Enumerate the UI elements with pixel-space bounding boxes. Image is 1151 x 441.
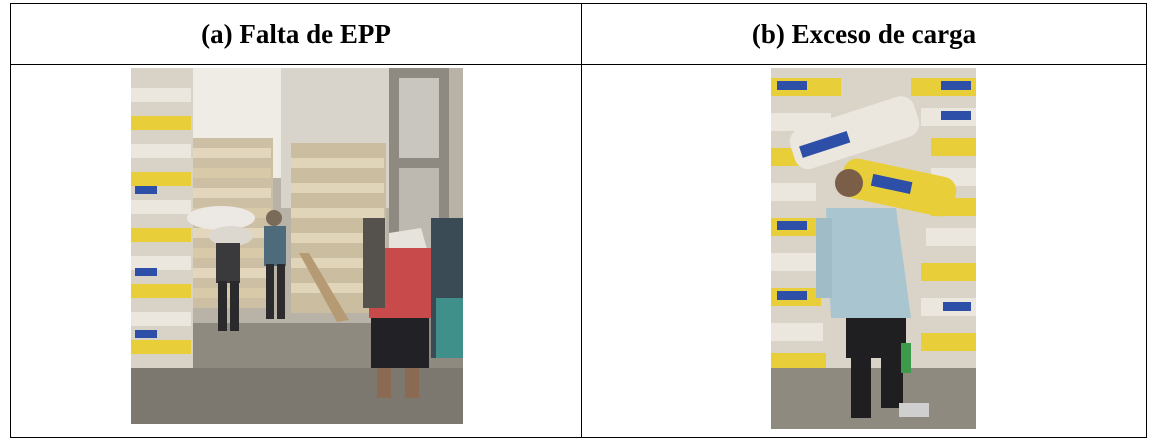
caption-b: (b) Exceso de carga — [751, 18, 977, 49]
image-cell-b — [582, 65, 1146, 437]
header-cell-a: (a) Falta de EPP — [11, 4, 582, 65]
overloaded-worker-photo — [771, 68, 976, 429]
figure-table: (a) Falta de EPP (b) Exceso de carga — [10, 3, 1147, 438]
warehouse-workers-photo — [131, 68, 463, 424]
caption-a: (a) Falta de EPP — [201, 18, 391, 49]
header-cell-b: (b) Exceso de carga — [582, 4, 1146, 65]
image-cell-a — [11, 65, 582, 437]
